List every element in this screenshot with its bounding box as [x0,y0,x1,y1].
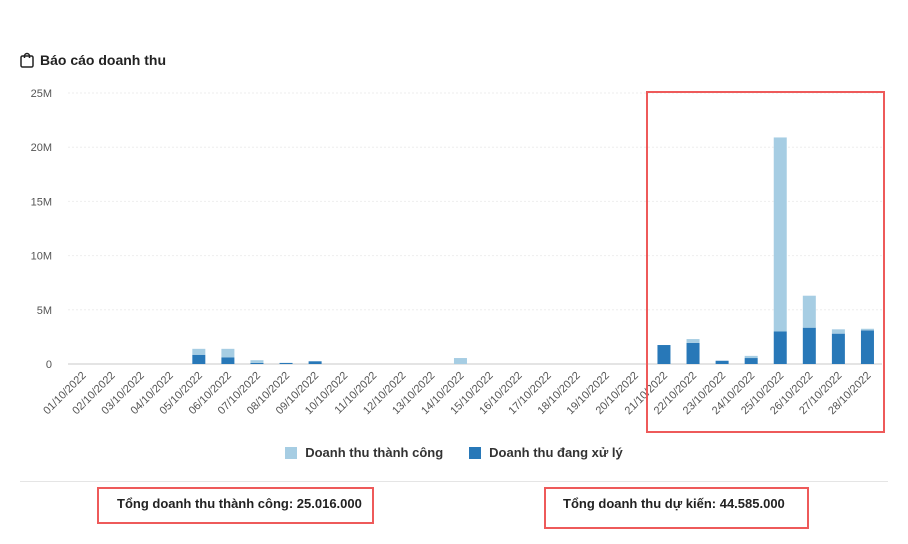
y-tick-label: 15M [31,196,52,208]
divider [20,481,888,482]
bar-success [453,358,467,364]
bar-processing [802,327,816,364]
bar-success [860,328,874,331]
report-title: Báo cáo doanh thu [40,52,166,68]
bar-processing [250,362,264,364]
revenue-chart: 05M10M15M20M25M01/10/202202/10/202203/10… [31,88,882,417]
total-success: Tổng doanh thu thành công: 25.016.000 [117,496,362,511]
legend-item-processing[interactable]: Doanh thu đang xử lý [469,445,623,460]
y-tick-label: 10M [31,251,52,263]
highlight-box-total-success [97,487,374,524]
legend-item-success[interactable]: Doanh thu thành công [285,445,443,460]
bar-processing [860,330,874,364]
bar-processing [657,345,671,364]
bar-success [686,339,700,343]
bar-success [831,329,845,334]
chart-legend: Doanh thu thành công Doanh thu đang xử l… [0,445,908,460]
bar-success [250,360,264,363]
bar-processing [686,342,700,364]
legend-label-processing: Doanh thu đang xử lý [489,445,623,460]
shopping-bag-icon [20,52,34,68]
report-header: Báo cáo doanh thu [20,52,166,68]
legend-swatch-success [285,446,298,459]
bar-processing [831,333,845,364]
highlight-box-chart-range [646,91,885,433]
bar-success [744,355,758,359]
bar-processing [279,362,293,364]
y-tick-label: 0 [46,359,52,371]
y-tick-label: 25M [31,88,52,100]
bar-success [773,137,787,332]
highlight-box-total-expected [544,487,809,529]
y-tick-label: 5M [37,305,52,317]
total-expected: Tổng doanh thu dự kiến: 44.585.000 [563,496,785,511]
legend-swatch-processing [469,446,482,459]
bar-processing [773,331,787,364]
bar-processing [744,358,758,364]
bar-success [221,348,235,358]
bar-success [192,348,206,355]
legend-label-success: Doanh thu thành công [305,445,444,460]
bar-processing [221,357,235,364]
bar-success [802,295,816,328]
bar-processing [192,354,206,364]
y-tick-label: 20M [31,142,52,154]
bar-processing [715,360,729,364]
bar-processing [308,361,322,364]
